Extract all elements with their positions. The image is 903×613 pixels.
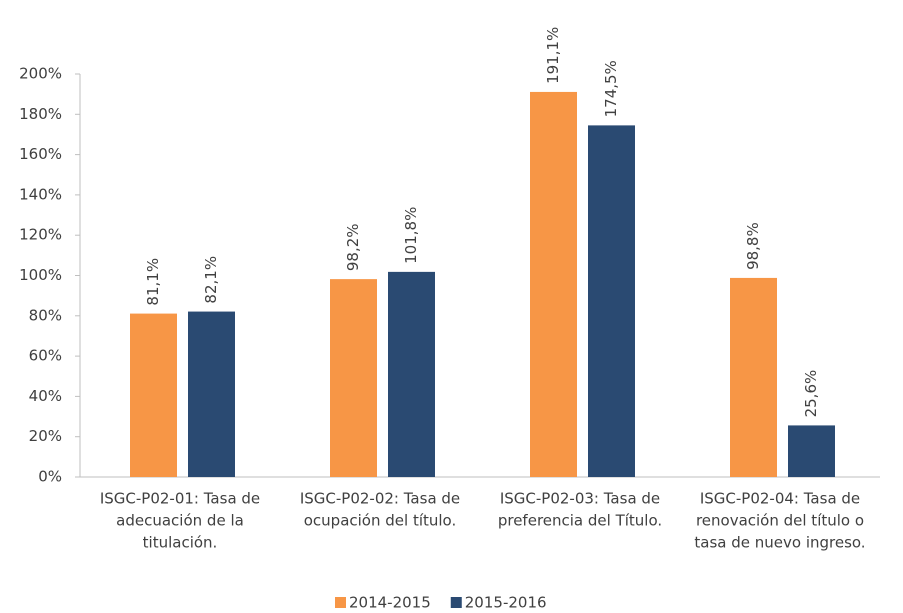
- y-tick-label: 20%: [29, 427, 62, 445]
- bar: [730, 277, 777, 477]
- bar: [388, 271, 435, 477]
- x-tick-label: ISGC-P02-02: Tasa de: [300, 490, 460, 508]
- x-tick-label: ISGC-P02-01: Tasa de: [100, 490, 260, 508]
- y-tick-label: 160%: [19, 145, 62, 163]
- legend-label: 2015-2016: [465, 594, 547, 612]
- x-tick-label: ISGC-P02-04: Tasa de: [700, 490, 860, 508]
- x-tick-label: ISGC-P02-03: Tasa de: [500, 490, 660, 508]
- data-label: 82,1%: [202, 256, 220, 304]
- bar: [330, 279, 377, 477]
- bar: [130, 313, 177, 477]
- data-label: 98,8%: [744, 222, 762, 270]
- data-label: 174,5%: [602, 60, 620, 117]
- x-tick-label: renovación del título o: [696, 512, 864, 530]
- bar: [588, 125, 635, 477]
- x-tick-label: ocupación del título.: [304, 512, 456, 530]
- x-tick-label: preferencia del Título.: [498, 512, 662, 530]
- y-tick-label: 140%: [19, 185, 62, 203]
- data-label: 98,2%: [344, 223, 362, 271]
- y-tick-label: 200%: [19, 65, 62, 83]
- legend-swatch: [450, 597, 462, 608]
- data-label: 191,1%: [544, 27, 562, 84]
- legend-swatch: [335, 597, 346, 608]
- bar: [530, 91, 577, 477]
- data-label: 81,1%: [144, 258, 162, 306]
- y-tick-label: 180%: [19, 105, 62, 123]
- legend-label: 2014-2015: [349, 594, 431, 612]
- data-label: 101,8%: [402, 207, 420, 264]
- y-tick-label: 40%: [29, 387, 62, 405]
- y-tick-label: 80%: [29, 306, 62, 324]
- bar: [188, 311, 235, 477]
- bar: [788, 425, 835, 477]
- y-tick-label: 100%: [19, 266, 62, 284]
- x-tick-label: titulación.: [143, 534, 218, 552]
- y-tick-label: 60%: [29, 347, 62, 365]
- y-tick-label: 120%: [19, 226, 62, 244]
- data-label: 25,6%: [802, 370, 820, 418]
- y-tick-label: 0%: [38, 468, 62, 486]
- x-tick-label: tasa de nuevo ingreso.: [694, 534, 865, 552]
- x-tick-label: adecuación de la: [116, 512, 244, 530]
